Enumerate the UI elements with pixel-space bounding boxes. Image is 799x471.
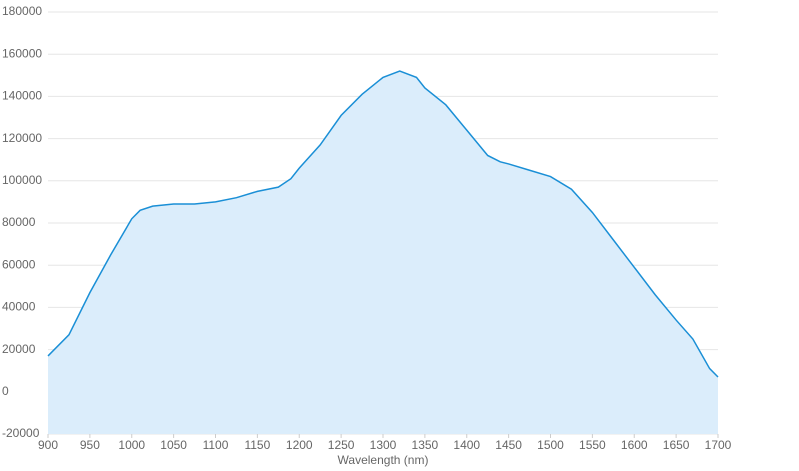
- area: [48, 71, 718, 434]
- x-tick-label: 1450: [495, 438, 522, 452]
- x-tick-label: 1500: [537, 438, 564, 452]
- y-tick-label: -20000: [2, 426, 40, 440]
- x-tick-label: 1600: [621, 438, 648, 452]
- x-tick-label: 1400: [453, 438, 480, 452]
- x-axis-label: Wavelength (nm): [338, 453, 429, 467]
- y-tick-label: 120000: [2, 131, 42, 145]
- x-tick-label: 1350: [412, 438, 439, 452]
- x-tick-label: 1550: [579, 438, 606, 452]
- y-tick-label: 160000: [2, 46, 42, 60]
- y-tick-label: 180000: [2, 4, 42, 18]
- y-tick-label: 140000: [2, 89, 42, 103]
- x-tick-label: 1300: [370, 438, 397, 452]
- x-tick-label: 900: [38, 438, 58, 452]
- y-tick-label: 20000: [2, 342, 36, 356]
- x-tick-label: 1150: [244, 438, 270, 452]
- y-tick-label: 80000: [2, 215, 36, 229]
- x-tick-label: 1250: [328, 438, 355, 452]
- y-tick-label: 100000: [2, 173, 42, 187]
- x-tick-label: 1700: [705, 438, 732, 452]
- y-tick-label: 0: [2, 384, 9, 398]
- x-tick-label: 1100: [203, 438, 229, 452]
- x-tick-label: 1050: [160, 438, 187, 452]
- x-tick-label: 1650: [663, 438, 690, 452]
- line: [47, 70, 719, 378]
- x-tick-label: 1200: [286, 438, 313, 452]
- y-tick-label: 60000: [2, 257, 36, 271]
- x-tick-label: 1000: [118, 438, 145, 452]
- y-tick-label: 40000: [2, 300, 36, 314]
- x-tick-label: 950: [80, 438, 100, 452]
